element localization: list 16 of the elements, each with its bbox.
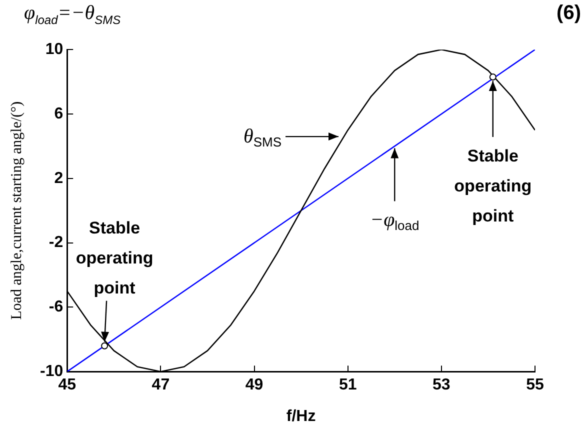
x-tick-label: 55 [526, 376, 544, 394]
y-tick-label: -2 [48, 234, 64, 252]
y-tick-label: 10 [45, 41, 64, 58]
x-tick-label: 47 [152, 376, 170, 394]
x-tick-label: 51 [338, 376, 357, 394]
text: (6) [556, 2, 581, 25]
x-tick-label: 53 [432, 376, 450, 394]
annotation: Stable operating point [454, 146, 532, 226]
y-tick-label: -6 [48, 298, 64, 316]
x-tick-label: 49 [245, 376, 264, 394]
annotation: Stable operating point [76, 218, 154, 298]
y-axis-title: Load angle,current starting angle/(°) [8, 101, 25, 320]
y-tick-label: 6 [54, 105, 64, 122]
text: φ$_{load}$=−θ$_{SMS}$ [24, 2, 121, 27]
x-axis-title: f/Hz [286, 408, 316, 425]
y-tick-label: 2 [54, 170, 64, 187]
